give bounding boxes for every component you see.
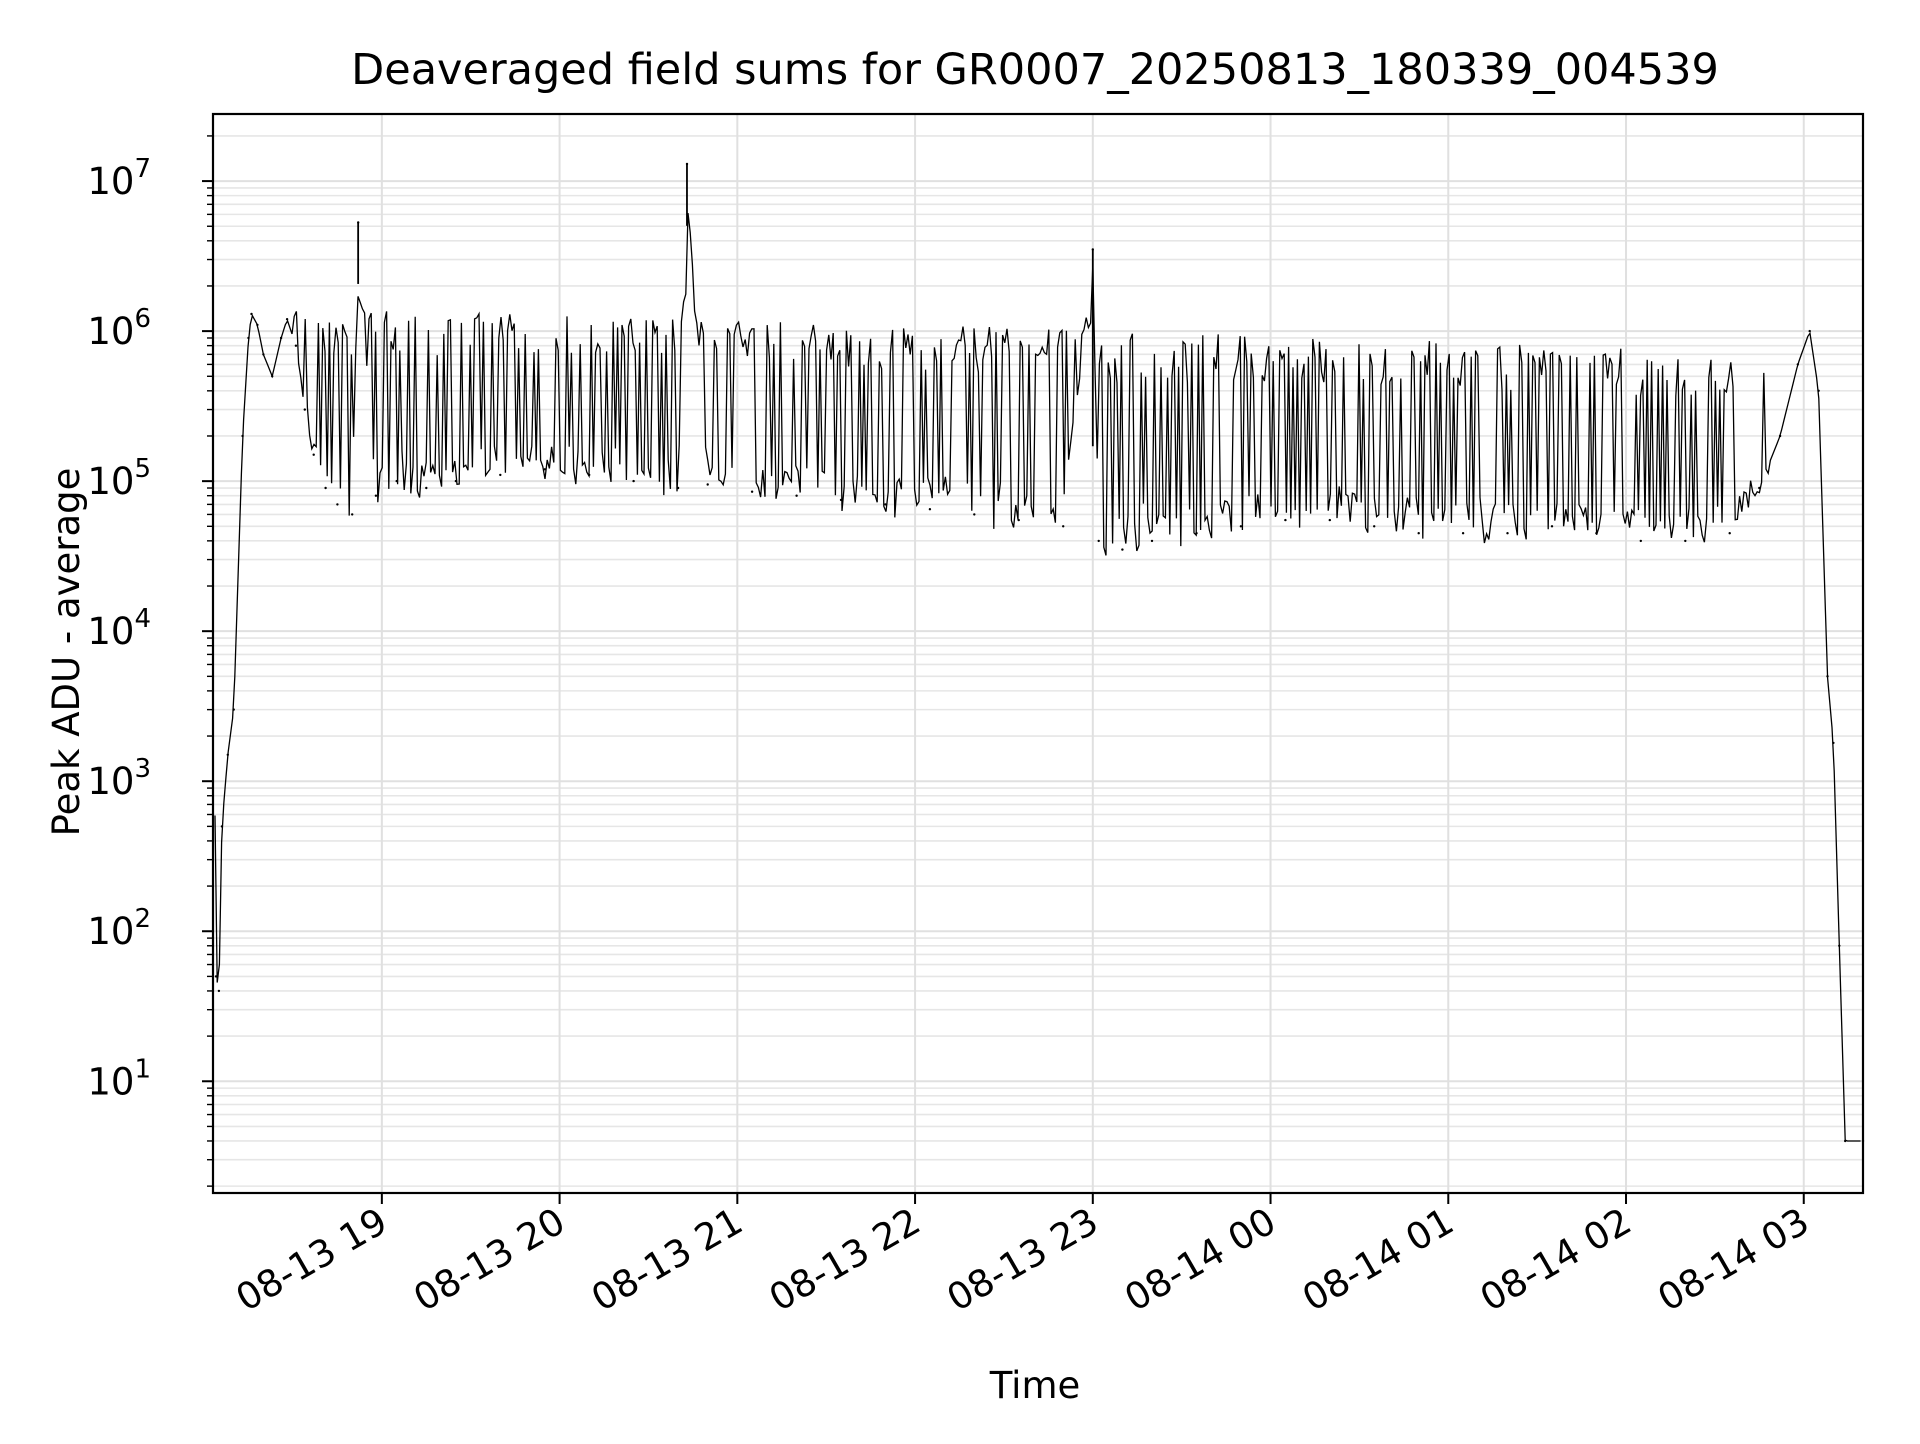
data-point [351,513,354,516]
data-point [1239,525,1243,528]
data-point [256,323,259,327]
data-point [1417,532,1420,535]
data-point [884,503,887,506]
data-point [795,494,798,497]
data-point [1097,539,1100,543]
data-point [1808,329,1811,333]
data-point [262,353,265,356]
data-point [1817,389,1820,392]
data-point [232,708,235,711]
data-point [279,336,283,340]
data-point [1506,532,1509,535]
data-point [250,312,253,316]
data-point [1017,518,1020,522]
data-point [226,753,229,756]
data-point [839,498,843,502]
data-point [1844,1139,1847,1143]
y-tick-exponent: 5 [134,454,151,484]
data-point [499,473,502,477]
data-point [374,494,378,497]
data-point [1550,525,1554,528]
data-point [294,344,298,347]
data-point [1832,741,1835,745]
data-point [543,468,546,471]
data-point [706,483,709,486]
series-line [214,213,1861,1142]
data-point [632,479,635,483]
y-tick-exponent: 4 [134,604,151,634]
data-point [425,486,428,490]
chart-title: Deaveraged field sums for GR0007_2025081… [351,45,1719,95]
data-point [1826,675,1829,678]
data-point [220,825,224,828]
data-point [1838,944,1841,947]
data-point [676,486,680,490]
data-point [1684,539,1687,543]
data-point [271,375,274,378]
data-point [324,486,327,490]
y-tick-exponent: 6 [134,304,151,334]
y-tick-exponent: 3 [134,754,151,784]
data-point [1796,363,1800,366]
data-point [303,408,306,411]
data-point [1195,532,1198,535]
x-axis-label: Time [989,1364,1081,1407]
data-point [750,490,754,493]
data-point [214,975,218,978]
data-point [588,473,591,477]
plot-area [211,162,1865,1143]
data-point [1284,518,1287,522]
data-point [928,508,932,511]
data-point [973,513,976,516]
data-point [1595,532,1598,535]
data-point [217,989,221,993]
data-point [1150,539,1154,543]
data-point [285,318,289,321]
data-point [1062,525,1065,528]
data-point [1778,434,1782,438]
data-point [1121,548,1124,551]
y-tick-exponent: 1 [134,1054,151,1084]
data-point [1461,532,1465,535]
data-point [395,479,398,483]
y-tick-exponent: 2 [134,904,151,934]
axes-frame [211,112,1865,1195]
data-point [1373,525,1376,528]
data-point [247,336,250,340]
y-tick-exponent: 7 [134,154,151,184]
data-point [241,434,244,438]
data-point [1758,486,1761,490]
data-point [312,453,315,456]
data-point [1328,518,1332,522]
data-point [454,479,458,483]
data-point [336,503,339,506]
data-point [1639,539,1643,543]
y-axis-label: Peak ADU - average [45,468,88,837]
data-point [1728,532,1731,535]
